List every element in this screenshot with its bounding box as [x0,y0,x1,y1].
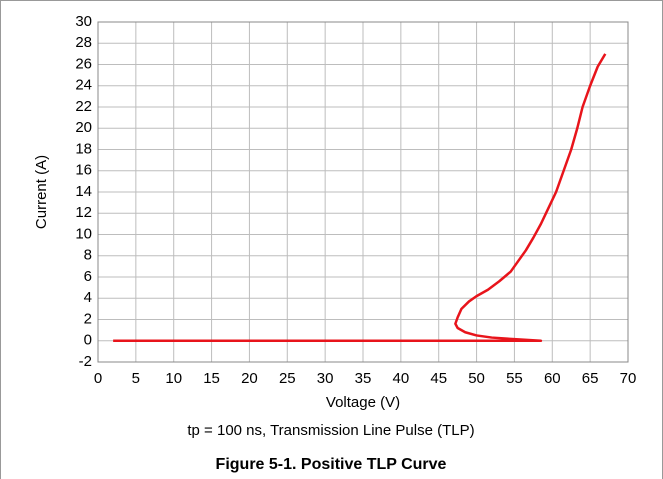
x-tick-label: 30 [317,370,334,387]
y-tick-label: 2 [84,310,92,327]
y-tick-label: 28 [75,34,92,51]
x-tick-label: 40 [393,370,410,387]
y-tick-label: 6 [84,268,92,285]
y-tick-label: 16 [75,162,92,179]
y-tick-label: 0 [84,332,92,349]
y-tick-label: 24 [75,77,92,94]
x-tick-label: 65 [582,370,599,387]
y-tick-label: 18 [75,140,92,157]
x-tick-label: 35 [355,370,372,387]
y-tick-label: -2 [79,353,92,370]
plot-border [97,21,629,363]
x-tick-label: 10 [165,370,182,387]
y-tick-label: 12 [75,204,92,221]
x-tick-label: 60 [544,370,561,387]
data-line [113,53,607,342]
x-tick-label: 15 [203,370,220,387]
y-tick-label: 8 [84,247,92,264]
x-tick-label: 5 [132,370,140,387]
x-tick-label: 55 [506,370,523,387]
y-axis-label: Current (A) [33,155,50,229]
chart-subtitle: tp = 100 ns, Transmission Line Pulse (TL… [187,422,474,439]
y-tick-label: 26 [75,55,92,72]
x-axis-label: Voltage (V) [326,394,400,411]
y-tick-label: 4 [84,289,92,306]
y-tick-label: 10 [75,225,92,242]
y-tick-label: 14 [75,183,92,200]
y-tick-label: 30 [75,13,92,30]
x-tick-label: 0 [94,370,102,387]
y-tick-label: 20 [75,119,92,136]
x-tick-label: 70 [620,370,637,387]
x-tick-label: 45 [430,370,447,387]
x-tick-label: 25 [279,370,296,387]
chart-title: Figure 5-1. Positive TLP Curve [216,456,447,473]
y-tick-label: 22 [75,98,92,115]
x-tick-label: 50 [468,370,485,387]
x-tick-label: 20 [241,370,258,387]
